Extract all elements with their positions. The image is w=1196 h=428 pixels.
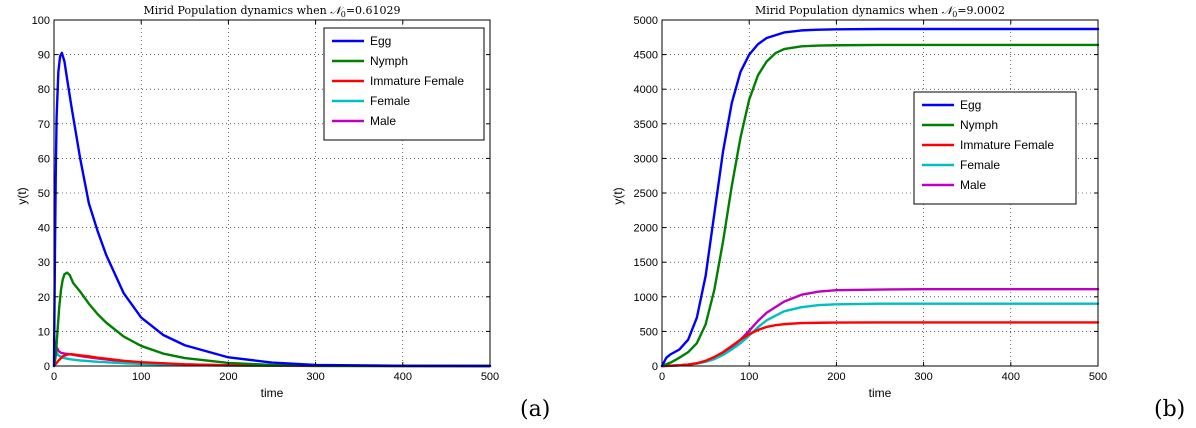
series-layer-b: [660, 27, 1100, 368]
x-tick-label: 500: [1089, 371, 1107, 383]
y-tick-label: 2000: [634, 223, 658, 235]
y-tick-label: 1500: [634, 257, 658, 269]
x-tick-label: 0: [659, 371, 665, 383]
ylabel-b: y(t): [611, 187, 625, 204]
panel-label-a: (a): [520, 397, 550, 422]
y-tick-label: 0: [44, 361, 50, 373]
series-line-egg-a: [52, 51, 492, 368]
y-tick-label: 4500: [634, 50, 658, 62]
y-tick-label: 3500: [634, 119, 658, 131]
xlabel-b: time: [869, 386, 892, 400]
y-tick-label: 40: [38, 223, 50, 235]
legend-label-nymph-a: Nymph: [370, 54, 408, 68]
x-tick-label: 400: [394, 371, 412, 383]
series-line-egg-b: [660, 27, 1100, 368]
legend-label-nymph-b: Nymph: [960, 118, 998, 132]
legend-a: Egg Nymph Immature Female Female Male: [323, 27, 485, 141]
x-tick-label: 0: [51, 371, 57, 383]
x-tick-label: 100: [132, 371, 150, 383]
ticks-b: 0 100 200 300 400 500050010001500200025003000…: [634, 15, 1108, 383]
legend-label-female-b: Female: [960, 158, 1000, 172]
series-layer-a: [52, 51, 492, 368]
y-tick-label: 4000: [634, 84, 658, 96]
series-line-nymph-a: [52, 271, 492, 368]
x-tick-label: 200: [219, 371, 237, 383]
x-tick-label: 100: [740, 371, 758, 383]
series-line-male-b: [660, 287, 1100, 368]
legend-label-egg-a: Egg: [370, 34, 391, 48]
series-line-nymph-b: [660, 43, 1100, 368]
y-tick-label: 10: [38, 326, 50, 338]
x-tick-label: 300: [914, 371, 932, 383]
xlabel-a: time: [261, 386, 284, 400]
x-tick-label: 300: [306, 371, 324, 383]
y-tick-label: 100: [32, 15, 50, 27]
series-line-immature-female-b: [660, 321, 1100, 368]
y-tick-label: 3000: [634, 153, 658, 165]
x-tick-label: 200: [827, 371, 845, 383]
y-tick-label: 60: [38, 153, 50, 165]
legend-label-male-a: Male: [370, 114, 396, 128]
ylabel-a: y(t): [15, 187, 29, 204]
y-tick-label: 90: [38, 50, 50, 62]
legend-label-egg-b: Egg: [960, 98, 981, 112]
y-tick-label: 30: [38, 257, 50, 269]
y-tick-label: 0: [652, 361, 658, 373]
chart-title-b: Mirid Population dynamics when 𝒩0=9.0002: [755, 4, 1005, 19]
legend-b: Egg Nymph Immature Female Female Male: [913, 91, 1077, 205]
chart-panel-a: Mirid Population dynamics when 𝒩0=0.6102…: [15, 4, 550, 422]
series-line-female-b: [660, 302, 1100, 368]
chart-title-a: Mirid Population dynamics when 𝒩0=0.6102…: [143, 4, 400, 19]
y-tick-label: 80: [38, 84, 50, 96]
x-tick-label: 400: [1002, 371, 1020, 383]
legend-label-immature-female-b: Immature Female: [960, 138, 1054, 152]
legend-label-male-b: Male: [960, 178, 986, 192]
ticks-a: 0 100 200 300 400 500 0 10 20 30 40 50 60 70 80 90 100: [32, 15, 500, 383]
y-tick-label: 500: [640, 326, 658, 338]
legend-label-immature-female-a: Immature Female: [370, 74, 464, 88]
y-tick-label: 2500: [634, 188, 658, 200]
y-tick-label: 20: [38, 292, 50, 304]
chart-panel-b: Mirid Population dynamics when 𝒩0=9.0002…: [611, 4, 1185, 422]
panel-label-b: (b): [1154, 397, 1185, 422]
y-tick-label: 50: [38, 188, 50, 200]
y-tick-label: 70: [38, 119, 50, 131]
series-line-immature-female-a: [52, 353, 492, 368]
y-tick-label: 1000: [634, 292, 658, 304]
x-tick-label: 500: [481, 371, 499, 383]
y-tick-label: 5000: [634, 15, 658, 27]
legend-label-female-a: Female: [370, 94, 410, 108]
